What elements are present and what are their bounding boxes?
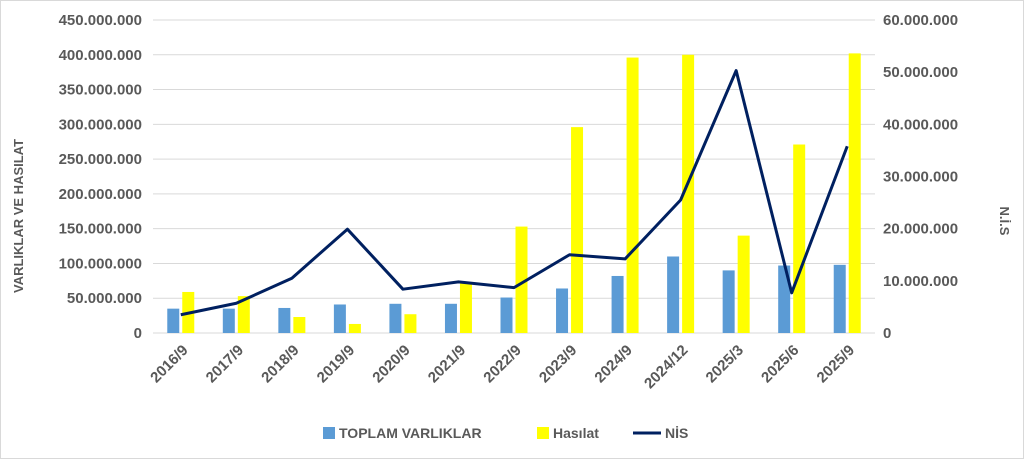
left-tick-label: 300.000.000	[59, 116, 142, 133]
right-tick-label: 40.000.000	[883, 116, 958, 133]
revenue-bar	[793, 144, 806, 333]
x-tick-label: 2025/3	[703, 342, 747, 386]
total-assets-bar	[833, 264, 846, 333]
legend-swatch	[323, 427, 335, 439]
right-tick-label: 0	[883, 325, 891, 342]
revenue-bar	[237, 296, 250, 333]
revenue-bar	[348, 323, 361, 333]
left-tick-label: 150.000.000	[59, 221, 142, 238]
total-assets-bar	[722, 270, 735, 333]
gridlines	[153, 19, 875, 334]
total-assets-bar	[611, 275, 624, 333]
total-assets-bar	[333, 304, 346, 333]
x-tick-label: 2019/9	[314, 342, 358, 386]
revenue-bar	[626, 57, 639, 334]
total-assets-bar	[389, 303, 402, 333]
x-tick-label: 2023/9	[536, 342, 580, 386]
legend-label: NİS	[665, 425, 688, 441]
legend-label: TOPLAM VARLIKLAR	[339, 425, 482, 441]
revenue-bar	[848, 53, 861, 334]
line-series	[180, 69, 849, 317]
x-tick-label: 2024/9	[591, 342, 635, 386]
left-tick-label: 450.000.000	[59, 12, 142, 29]
revenue-bar	[571, 127, 584, 333]
revenue-bar	[459, 282, 472, 333]
total-assets-bar	[444, 303, 457, 333]
revenue-bar	[515, 226, 528, 333]
right-tick-label: 10.000.000	[883, 273, 958, 290]
x-tick-label: 2025/9	[814, 342, 858, 386]
left-tick-label: 200.000.000	[59, 186, 142, 203]
x-tick-label: 2022/9	[480, 342, 524, 386]
left-tick-label: 250.000.000	[59, 151, 142, 168]
revenue-bar	[404, 314, 417, 333]
left-axis-ticks: 0 50.000.000 100.000.000 150.000.000 200.000…	[59, 12, 142, 342]
x-tick-label: 2025/6	[758, 342, 802, 386]
right-tick-label: 50.000.000	[883, 64, 958, 81]
right-tick-label: 60.000.000	[883, 12, 958, 29]
left-axis-label: VARLIKLAR VE HASILAT	[11, 139, 26, 293]
right-axis-label: N.İ.S	[997, 207, 1012, 236]
total-assets-bar	[167, 308, 180, 333]
total-assets-bar	[500, 297, 513, 333]
nis-line	[180, 69, 849, 317]
x-tick-label: 2016/9	[147, 342, 191, 386]
total-assets-bar	[667, 256, 680, 333]
revenue-bar	[682, 54, 695, 334]
x-tick-label: 2018/9	[258, 342, 302, 386]
x-tick-label: 2021/9	[425, 342, 469, 386]
right-tick-label: 30.000.000	[883, 169, 958, 186]
left-tick-label: 400.000.000	[59, 47, 142, 64]
x-tick-label: 2024/12	[641, 342, 691, 392]
total-assets-bar	[278, 307, 291, 333]
revenue-bar	[293, 317, 306, 333]
revenue-bar	[737, 235, 750, 333]
left-tick-label: 0	[134, 325, 142, 342]
right-tick-label: 20.000.000	[883, 221, 958, 238]
right-axis-ticks: 0 10.000.000 20.000.000 30.000.000 40.000.00…	[883, 12, 958, 342]
total-assets-bar	[222, 308, 235, 333]
legend-swatch	[537, 427, 549, 439]
total-assets-bar	[778, 265, 791, 333]
bar-series	[167, 53, 861, 334]
legend-label: Hasılat	[553, 425, 599, 441]
x-tick-label: 2017/9	[203, 342, 247, 386]
x-axis-ticks: 2016/9 2017/9 2018/9 2019/9 2020/9 2021/9 2022…	[147, 342, 858, 392]
left-tick-label: 100.000.000	[59, 255, 142, 272]
legend: TOPLAM VARLIKLAR Hasılat NİS	[323, 425, 688, 441]
x-tick-label: 2020/9	[369, 342, 413, 386]
left-tick-label: 50.000.000	[67, 290, 142, 307]
left-tick-label: 350.000.000	[59, 82, 142, 99]
total-assets-bar	[556, 288, 569, 333]
